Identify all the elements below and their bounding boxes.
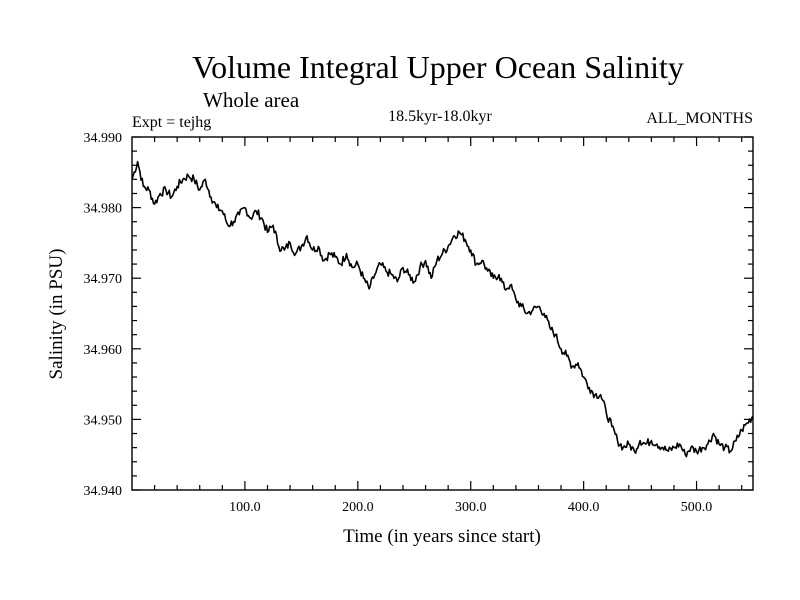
chart-subtitle: Whole area bbox=[203, 88, 300, 112]
y-tick-label: 34.990 bbox=[84, 131, 123, 146]
y-tick-label: 34.980 bbox=[84, 202, 123, 217]
x-tick-label: 500.0 bbox=[681, 500, 713, 515]
plot-frame bbox=[131, 136, 754, 491]
y-axis-label: Salinity (in PSU) bbox=[46, 249, 67, 380]
y-tick-label: 34.950 bbox=[84, 413, 123, 428]
salinity-series-line bbox=[131, 160, 754, 458]
x-tick-label: 400.0 bbox=[568, 500, 600, 515]
months-label: ALL_MONTHS bbox=[646, 110, 753, 127]
y-tick-label: 34.970 bbox=[84, 272, 123, 287]
x-tick-label: 300.0 bbox=[455, 500, 487, 515]
period-label: 18.5kyr-18.0kyr bbox=[388, 108, 492, 125]
experiment-label: Expt = tejhg bbox=[132, 114, 211, 131]
y-tick-label: 34.960 bbox=[84, 343, 123, 358]
y-tick-label: 34.940 bbox=[84, 484, 123, 499]
x-tick-label: 200.0 bbox=[342, 500, 374, 515]
x-tick-label: 100.0 bbox=[229, 500, 261, 515]
axis-ticks bbox=[132, 136, 753, 491]
chart-title: Volume Integral Upper Ocean Salinity bbox=[192, 49, 684, 85]
axis-tick-labels: 100.0 200.0 300.0 400.0 500.0 34.940 34.950 34.… bbox=[84, 131, 713, 515]
x-axis-label: Time (in years since start) bbox=[343, 526, 541, 547]
